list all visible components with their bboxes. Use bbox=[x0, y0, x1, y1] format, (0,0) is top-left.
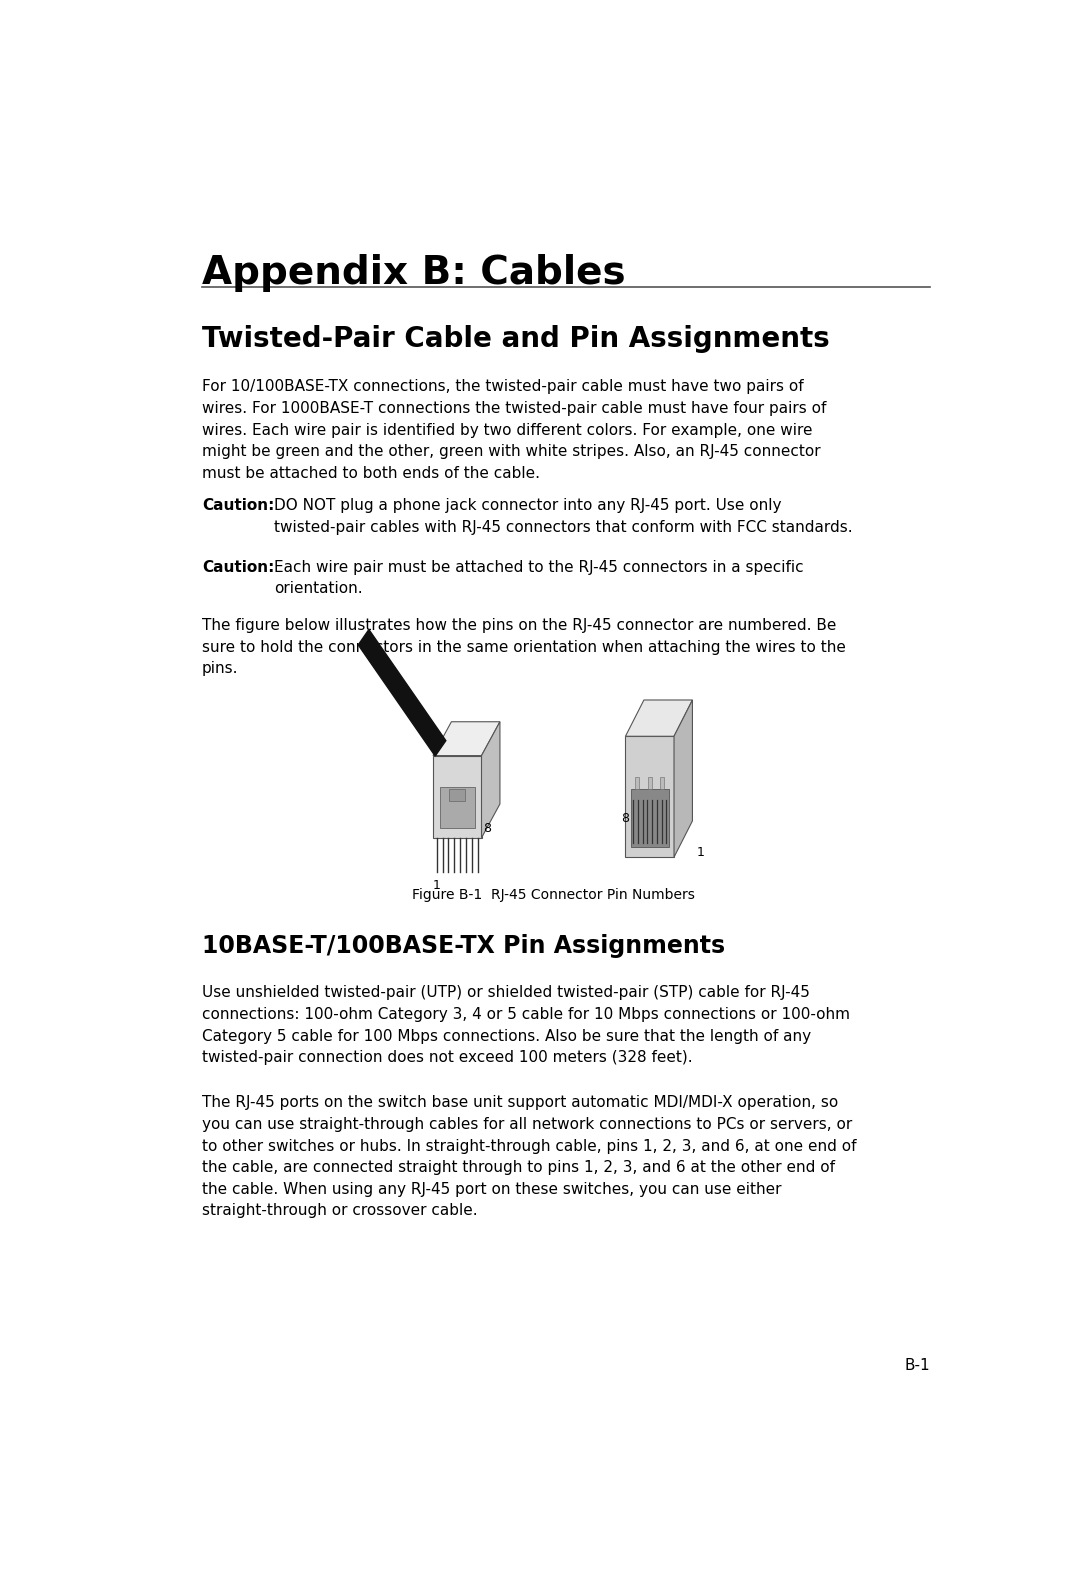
Polygon shape bbox=[449, 790, 465, 801]
Polygon shape bbox=[433, 722, 500, 755]
Text: DO NOT plug a phone jack connector into any RJ-45 port. Use only
twisted-pair ca: DO NOT plug a phone jack connector into … bbox=[274, 498, 852, 534]
Text: For 10/100BASE-TX connections, the twisted-pair cable must have two pairs of
wir: For 10/100BASE-TX connections, the twist… bbox=[202, 380, 826, 480]
Polygon shape bbox=[631, 790, 669, 848]
Polygon shape bbox=[648, 777, 651, 790]
Text: The RJ-45 ports on the switch base unit support automatic MDI/MDI-X operation, s: The RJ-45 ports on the switch base unit … bbox=[202, 1096, 856, 1218]
Polygon shape bbox=[661, 777, 664, 790]
Text: 8: 8 bbox=[483, 823, 491, 835]
Text: Caution:: Caution: bbox=[202, 559, 274, 575]
Text: 10BASE-T/100BASE-TX Pin Assignments: 10BASE-T/100BASE-TX Pin Assignments bbox=[202, 934, 725, 958]
Text: 1: 1 bbox=[697, 846, 704, 859]
Polygon shape bbox=[359, 630, 446, 757]
Polygon shape bbox=[625, 736, 674, 857]
Text: B-1: B-1 bbox=[905, 1358, 930, 1372]
Text: 1: 1 bbox=[433, 879, 441, 892]
Text: The figure below illustrates how the pins on the RJ-45 connector are numbered. B: The figure below illustrates how the pin… bbox=[202, 619, 846, 677]
Polygon shape bbox=[433, 755, 482, 838]
Polygon shape bbox=[482, 722, 500, 838]
Text: Use unshielded twisted-pair (UTP) or shielded twisted-pair (STP) cable for RJ-45: Use unshielded twisted-pair (UTP) or shi… bbox=[202, 986, 850, 1064]
Polygon shape bbox=[440, 787, 475, 827]
Text: Each wire pair must be attached to the RJ-45 connectors in a specific
orientatio: Each wire pair must be attached to the R… bbox=[274, 559, 804, 597]
Polygon shape bbox=[674, 700, 692, 857]
Text: Caution:: Caution: bbox=[202, 498, 274, 513]
Polygon shape bbox=[625, 700, 692, 736]
Text: Figure B-1  RJ-45 Connector Pin Numbers: Figure B-1 RJ-45 Connector Pin Numbers bbox=[413, 887, 694, 901]
Text: Appendix B: Cables: Appendix B: Cables bbox=[202, 254, 625, 292]
Polygon shape bbox=[635, 777, 639, 790]
Text: 8: 8 bbox=[621, 812, 629, 824]
Text: Twisted-Pair Cable and Pin Assignments: Twisted-Pair Cable and Pin Assignments bbox=[202, 325, 829, 353]
